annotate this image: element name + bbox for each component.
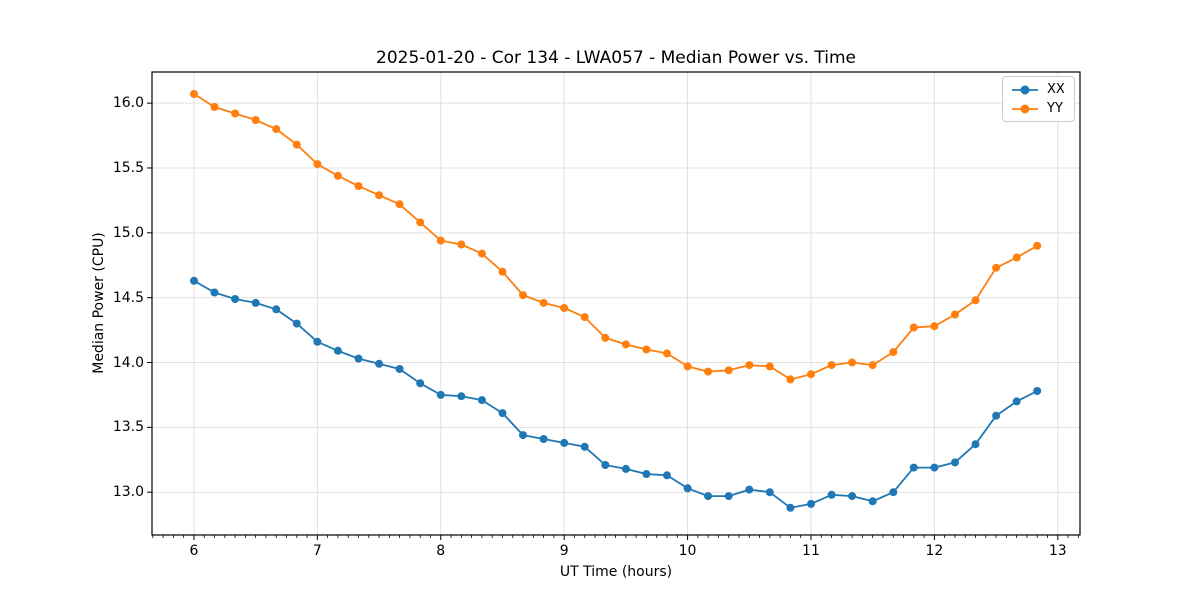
legend: XX YY (1002, 76, 1075, 122)
x-axis-label: UT Time (hours) (559, 564, 673, 580)
x-tick-label: 8 (436, 543, 446, 559)
y-tick-label: 16.0 (112, 95, 144, 112)
x-tick-label: 10 (678, 543, 697, 559)
legend-line-marker-icon (1012, 104, 1038, 113)
chart-title: 2025-01-20 - Cor 134 - LWA057 - Median P… (376, 48, 856, 68)
x-tick-label: 7 (312, 543, 322, 559)
x-tick-label: 12 (925, 543, 944, 559)
y-tick-label: 15.0 (112, 224, 144, 241)
legend-line-marker-icon (1012, 85, 1038, 94)
x-tick-label: 11 (802, 543, 820, 559)
y-tick-label: 13.0 (112, 484, 144, 501)
y-tick-label: 14.0 (112, 354, 144, 371)
y-tick-label: 13.5 (112, 419, 144, 436)
x-tick-label: 13 (1048, 543, 1067, 559)
y-tick-label: 14.5 (112, 289, 144, 306)
legend-label-yy: YY (1047, 101, 1063, 116)
x-tick-label: 6 (189, 543, 199, 559)
legend-entry-yy: YY (1010, 101, 1065, 116)
x-tick-label: 9 (559, 543, 569, 559)
legend-label-xx: XX (1047, 82, 1065, 97)
y-tick-label: 15.5 (112, 159, 144, 176)
legend-entry-xx: XX (1010, 82, 1065, 97)
